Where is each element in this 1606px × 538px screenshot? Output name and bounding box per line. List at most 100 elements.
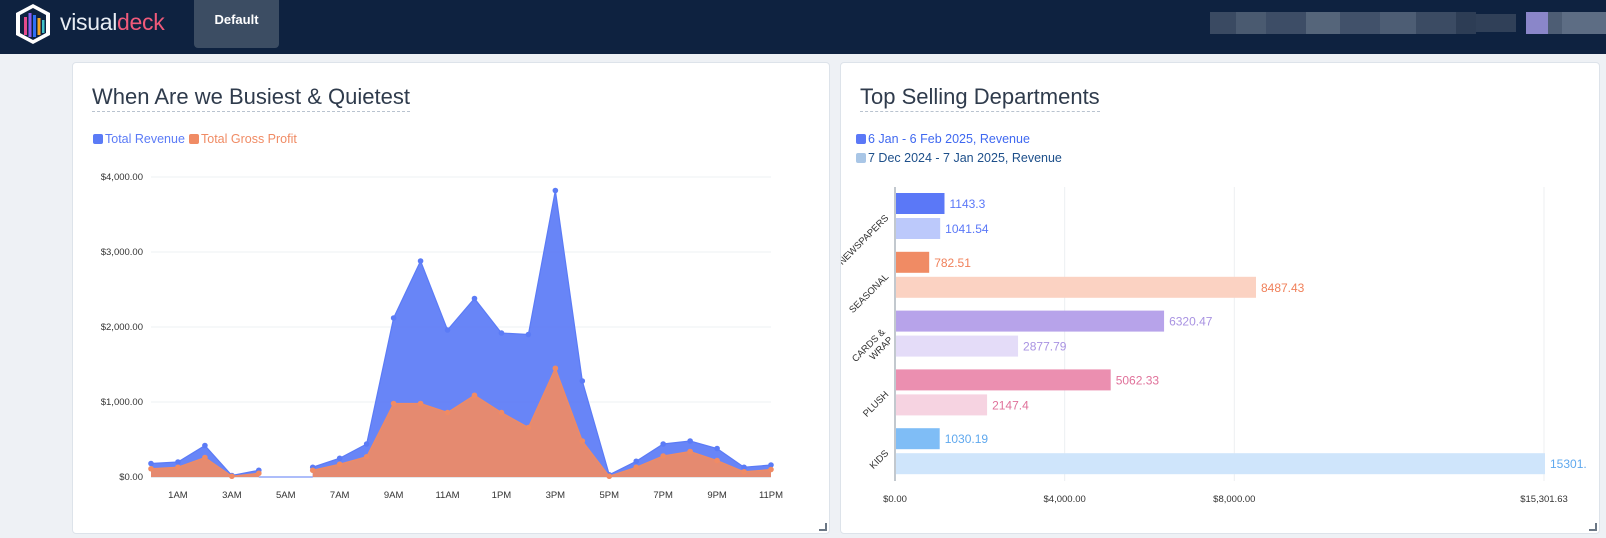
x-tick-label: 11AM	[435, 490, 459, 501]
gross-profit-point	[552, 365, 559, 372]
gross-profit-point	[633, 464, 640, 471]
revenue-line	[312, 190, 772, 476]
user-account-area[interactable]	[1210, 12, 1606, 34]
gross-profit-point	[148, 465, 154, 472]
legend-item-total-gross-profit[interactable]: Total Gross Profit	[189, 132, 297, 146]
x-tick-label: 3AM	[222, 490, 242, 501]
gross-profit-area	[312, 368, 771, 477]
bar-value-label: 8487.43	[1261, 281, 1305, 295]
y-tick-label: $4,000.00	[101, 172, 143, 183]
legend-label: 7 Dec 2024 - 7 Jan 2025, Revenue	[868, 151, 1062, 165]
bar-value-label: 1041.54	[945, 222, 989, 236]
brand-name-part1: visual	[60, 9, 118, 35]
brand-name[interactable]: visualdeck	[60, 8, 165, 36]
gross-profit-point	[363, 453, 370, 460]
x-tick-label: $8,000.00	[1213, 494, 1255, 505]
bar	[896, 335, 1019, 357]
gross-profit-point	[498, 409, 505, 416]
bar-value-label: 15301.	[1550, 457, 1587, 471]
legend-label: Total Gross Profit	[201, 132, 297, 146]
panel-title: Top Selling Departments	[860, 83, 1100, 112]
gross-profit-area	[151, 457, 259, 477]
gross-profit-point	[471, 392, 478, 399]
gross-profit-point	[444, 409, 451, 416]
bar-chart: $0.00 $4,000.00 $8,000.00 $15,301.63 1143.3 1…	[841, 187, 1587, 505]
gross-profit-point	[390, 400, 397, 407]
revenue-point	[202, 442, 208, 449]
bar	[896, 369, 1111, 391]
gross-profit-point	[202, 454, 208, 461]
revenue-point	[148, 460, 154, 467]
bar-value-label: 5062.33	[1116, 373, 1160, 387]
bar	[896, 428, 940, 450]
bar-value-label: 1143.3	[949, 197, 985, 211]
revenue-point	[714, 445, 720, 452]
visualdeck-logo-icon[interactable]	[14, 2, 52, 46]
revenue-point	[417, 258, 424, 264]
revenue-point	[741, 464, 747, 471]
gross-profit-point	[714, 457, 720, 464]
resize-handle-icon[interactable]	[1589, 523, 1597, 531]
revenue-point	[175, 459, 181, 465]
category-label: PLUSH	[861, 389, 891, 419]
gross-profit-point	[309, 467, 316, 474]
x-tick-label: 1AM	[168, 490, 188, 501]
revenue-point	[498, 330, 505, 336]
bar-value-label: 782.51	[934, 256, 971, 270]
category-label: NEWSPAPERS	[841, 213, 891, 268]
legend-swatch	[93, 134, 103, 144]
busiest-quietest-panel: When Are we Busiest & Quietest Total Rev…	[72, 62, 830, 534]
x-tick-label: 5PM	[599, 490, 619, 501]
x-tick-label: 1PM	[492, 490, 512, 501]
bar	[896, 453, 1545, 475]
x-tick-label: $4,000.00	[1044, 494, 1086, 505]
panel-title: When Are we Busiest & Quietest	[92, 83, 410, 112]
legend-label: 6 Jan - 6 Feb 2025, Revenue	[868, 132, 1030, 146]
x-tick-label: 7PM	[653, 490, 673, 501]
x-tick-label: 9AM	[384, 490, 404, 501]
top-departments-panel: Top Selling Departments 6 Jan - 6 Feb 20…	[840, 62, 1600, 534]
revenue-point	[552, 187, 559, 194]
bar	[896, 193, 945, 214]
revenue-point	[579, 378, 586, 384]
category-label: CARDS &WRAP	[850, 326, 896, 372]
gross-profit-point	[660, 453, 666, 459]
revenue-point	[471, 295, 478, 302]
resize-handle-icon[interactable]	[819, 523, 827, 531]
x-tick-label: $0.00	[883, 494, 907, 505]
legend-swatch	[856, 153, 866, 163]
revenue-point	[633, 458, 640, 465]
gross-profit-point	[579, 438, 586, 444]
bar	[896, 310, 1165, 332]
bar-value-label: 2877.79	[1023, 340, 1067, 354]
legend-item-total-revenue[interactable]: Total Revenue	[93, 132, 185, 146]
bar	[896, 276, 1256, 298]
x-tick-label: 11PM	[759, 490, 783, 501]
gross-profit-point	[741, 468, 747, 475]
x-tick-label: 7AM	[330, 490, 350, 501]
gross-profit-point	[768, 466, 774, 473]
legend-item-previous-period[interactable]: 7 Dec 2024 - 7 Jan 2025, Revenue	[856, 151, 1062, 165]
category-label: KIDS	[868, 448, 891, 471]
revenue-point	[660, 441, 666, 447]
revenue-point	[687, 438, 693, 444]
gross-profit-point	[525, 424, 532, 431]
legend-swatch	[189, 134, 199, 144]
gross-profit-point	[336, 461, 343, 468]
revenue-point	[525, 331, 532, 338]
gross-profit-line	[312, 366, 772, 477]
gross-profit-point	[687, 448, 693, 455]
gross-profit-point	[229, 473, 235, 480]
top-navbar: visualdeck Default	[0, 0, 1606, 54]
legend-item-current-period[interactable]: 6 Jan - 6 Feb 2025, Revenue	[856, 132, 1030, 146]
x-tick-label: $15,301.63	[1520, 494, 1568, 505]
tab-default[interactable]: Default	[194, 0, 279, 48]
gross-profit-point	[606, 473, 613, 480]
revenue-point	[444, 327, 451, 333]
revenue-point	[336, 455, 343, 462]
gross-profit-point	[256, 470, 262, 477]
revenue-point	[363, 441, 370, 447]
area-chart: $0.00 $1,000.00 $2,000.00 $3,000.00 $4,000.0…	[101, 172, 783, 501]
x-tick-label: 9PM	[707, 490, 727, 501]
legend-label: Total Revenue	[105, 132, 185, 146]
